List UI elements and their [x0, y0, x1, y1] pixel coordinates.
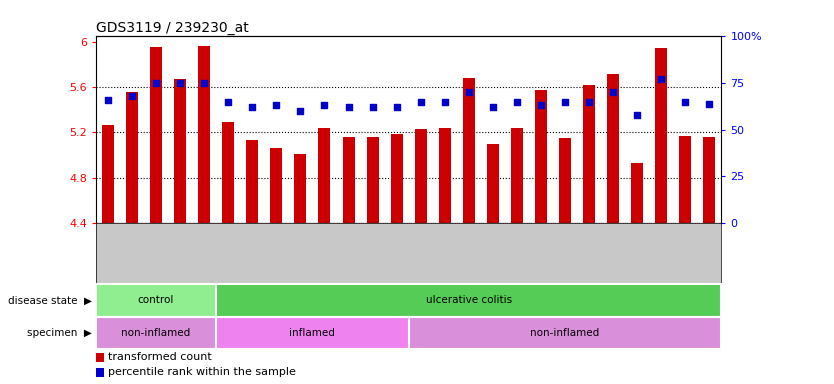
Point	[390, 104, 404, 110]
Point	[269, 102, 283, 108]
Bar	[96, 317, 216, 349]
Point	[198, 80, 211, 86]
Bar	[319, 128, 330, 223]
Text: non-inflamed: non-inflamed	[530, 328, 600, 338]
Bar	[390, 134, 403, 223]
Text: disease state  ▶: disease state ▶	[8, 295, 92, 306]
Bar	[96, 368, 104, 377]
Point	[438, 99, 451, 105]
Point	[510, 99, 524, 105]
Bar	[607, 74, 619, 223]
Point	[414, 99, 427, 105]
Bar	[96, 353, 104, 362]
Bar	[631, 163, 643, 223]
Text: transformed count: transformed count	[108, 352, 212, 362]
Bar	[216, 317, 409, 349]
Bar	[294, 154, 306, 223]
Bar	[96, 284, 216, 317]
Bar	[222, 122, 234, 223]
Bar	[511, 128, 523, 223]
Point	[606, 89, 620, 95]
Text: ulcerative colitis: ulcerative colitis	[425, 295, 512, 306]
Point	[703, 101, 716, 107]
Bar	[198, 46, 210, 223]
Point	[342, 104, 355, 110]
Point	[679, 99, 692, 105]
Bar	[439, 128, 450, 223]
Point	[101, 97, 114, 103]
Bar	[343, 137, 354, 223]
Bar	[680, 136, 691, 223]
Point	[318, 102, 331, 108]
Bar	[270, 148, 283, 223]
Point	[486, 104, 500, 110]
Point	[631, 112, 644, 118]
Point	[655, 76, 668, 83]
Point	[222, 99, 235, 105]
Point	[462, 89, 475, 95]
Bar	[703, 137, 716, 223]
Bar	[535, 89, 547, 223]
Text: non-inflamed: non-inflamed	[122, 328, 191, 338]
Point	[294, 108, 307, 114]
Point	[366, 104, 379, 110]
Bar	[174, 79, 186, 223]
Text: inflamed: inflamed	[289, 328, 335, 338]
Bar	[102, 124, 114, 223]
Bar	[656, 48, 667, 223]
Bar	[487, 144, 499, 223]
Text: control: control	[138, 295, 174, 306]
Text: specimen  ▶: specimen ▶	[27, 328, 92, 338]
Text: GDS3119 / 239230_at: GDS3119 / 239230_at	[96, 22, 249, 35]
Bar	[367, 137, 379, 223]
Bar	[126, 92, 138, 223]
Point	[582, 99, 595, 105]
Bar	[463, 78, 475, 223]
Point	[149, 80, 163, 86]
Bar	[216, 284, 721, 317]
Point	[245, 104, 259, 110]
Point	[125, 93, 138, 99]
Point	[535, 102, 548, 108]
Bar	[559, 138, 571, 223]
Bar	[150, 46, 162, 223]
Bar	[583, 85, 595, 223]
Point	[173, 80, 187, 86]
Bar	[409, 317, 721, 349]
Bar	[246, 140, 259, 223]
Text: percentile rank within the sample: percentile rank within the sample	[108, 367, 296, 377]
Point	[559, 99, 572, 105]
Bar	[414, 129, 427, 223]
